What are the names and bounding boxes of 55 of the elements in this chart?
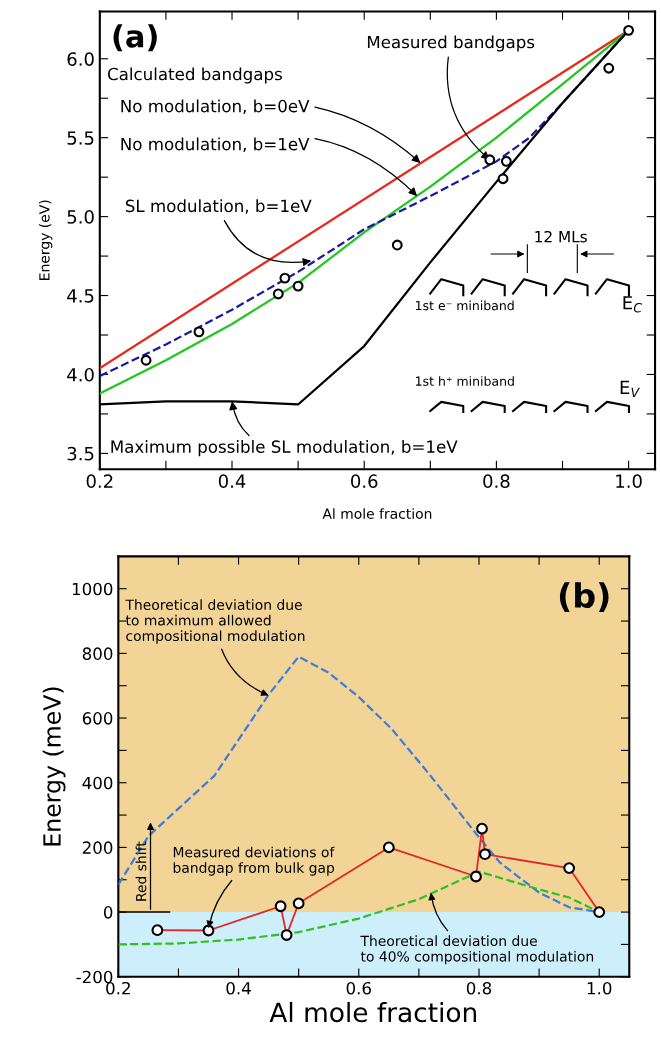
y-tick-label: 400 — [82, 776, 113, 790]
x-tick-label: 0.8 — [466, 981, 492, 995]
annotation: Theoretical deviation due to 40% compositional modulation — [360, 935, 594, 965]
annotation: E$_{C}$ — [623, 296, 643, 313]
annotation: Red shift — [135, 841, 147, 901]
annotation: Maximum possible SL modulation, b=1eV — [111, 440, 458, 457]
y-tick-label: 4.5 — [67, 289, 94, 303]
y-tick-label: 4.0 — [67, 367, 94, 382]
annotation: SL modulation, b=1eV — [125, 199, 312, 214]
annotation: (b) — [559, 582, 609, 612]
annotation: 12 MLs — [535, 230, 587, 243]
annotation: Theoretical deviation due to maximum allowed compositional modulation — [125, 599, 305, 644]
x-tick-label: 0.4 — [226, 981, 251, 995]
annotation: Calculated bandgaps — [107, 67, 282, 84]
y-tick-label: 800 — [82, 647, 113, 660]
point — [272, 288, 284, 300]
y-tick-label: 3.5 — [67, 446, 94, 461]
point — [391, 239, 403, 251]
y-tick-label: 200 — [82, 841, 113, 854]
x-tick-label: 0.2 — [106, 981, 130, 995]
y-tick-label: 6.0 — [67, 52, 94, 66]
annotation: No modulation, b=0eV — [121, 99, 310, 115]
point — [292, 280, 304, 292]
annotation: 1st h⁺ miniband — [416, 376, 514, 386]
y-axis-title: Energy (meV) — [42, 687, 66, 846]
point — [484, 154, 496, 166]
y-tick-label: -200 — [76, 970, 113, 984]
y-tick-label: 600 — [82, 712, 113, 725]
x-tick-label: 0.6 — [351, 474, 378, 489]
annotation: E$_{V}$ — [620, 380, 640, 397]
y-tick-label: 0 — [103, 906, 113, 919]
y-tick-label: 5.0 — [67, 210, 94, 224]
annotation: (a) — [113, 24, 157, 52]
annotation: No modulation, b=1eV — [121, 137, 310, 153]
x-tick-label: 0.6 — [346, 981, 371, 995]
point — [603, 62, 615, 74]
annotation: Measured deviations of bandgap from bulk gap — [173, 846, 335, 876]
annotation: Measured bandgaps — [367, 35, 535, 52]
point — [193, 326, 205, 338]
x-tick-label: 0.2 — [86, 474, 113, 489]
x-axis-title: Al mole fraction — [322, 508, 432, 519]
point — [500, 155, 512, 167]
x-tick-label: 1.0 — [587, 981, 612, 995]
y-tick-label: 1000 — [72, 582, 113, 596]
x-tick-label: 0.4 — [218, 474, 246, 489]
annotation: 1st e⁻ miniband — [416, 300, 514, 311]
y-axis-title: Energy (eV) — [38, 200, 53, 280]
y-tick-label: 5.5 — [67, 131, 94, 145]
point — [623, 24, 635, 36]
point — [279, 272, 291, 284]
x-tick-label: 0.8 — [483, 474, 510, 489]
x-tick-label: 1.0 — [616, 474, 642, 489]
x-axis-title: Al mole fraction — [269, 1001, 477, 1023]
point — [497, 173, 509, 185]
point — [140, 354, 152, 366]
